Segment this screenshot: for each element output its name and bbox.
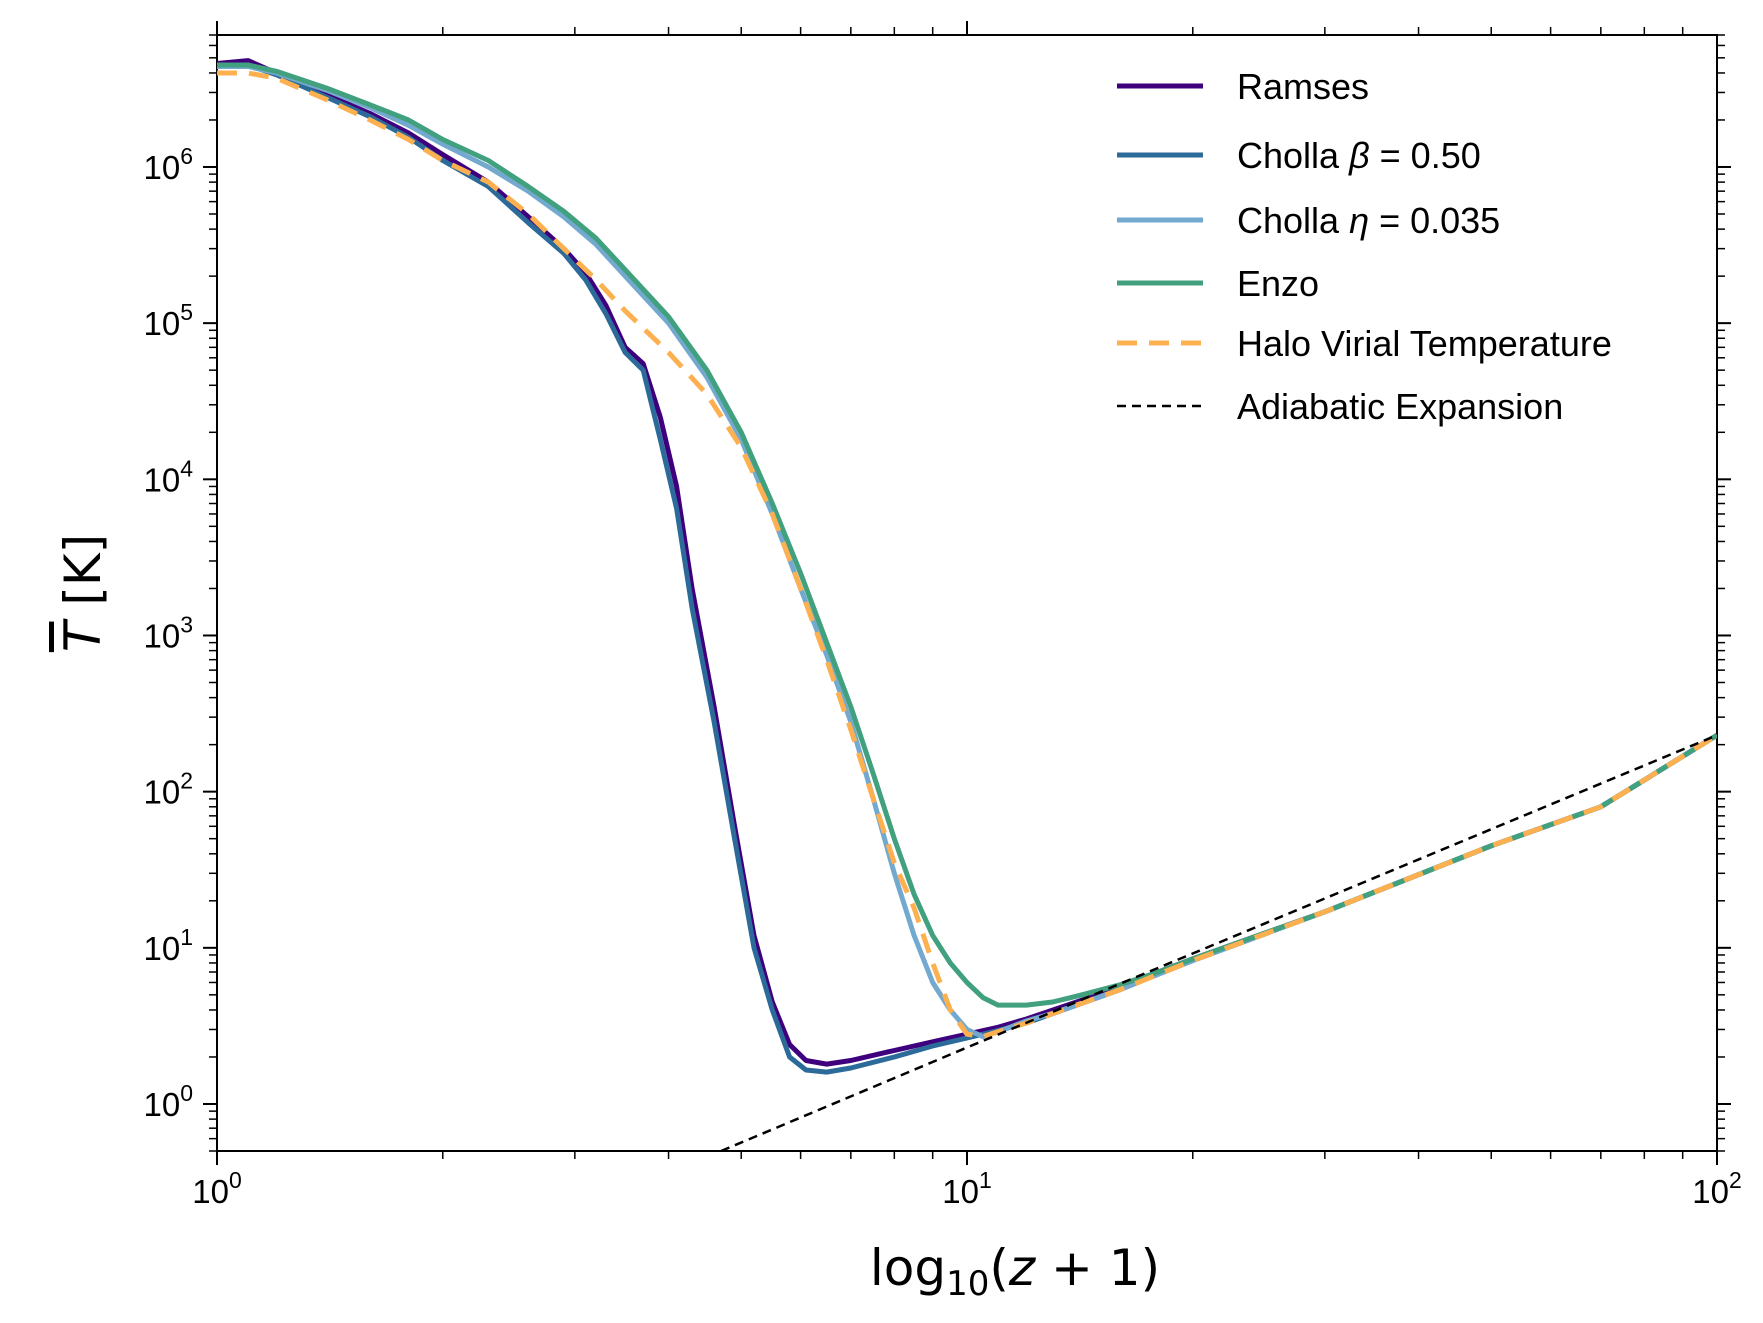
legend-item-adiabatic: Adiabatic Expansion (1117, 386, 1563, 427)
y-tick-label: 105 (143, 299, 193, 342)
legend-item-ramses: Ramses (1117, 66, 1369, 107)
x-tick-label: 100 (192, 1167, 242, 1210)
legend-label-halo-virial: Halo Virial Temperature (1237, 323, 1612, 364)
legend-label-adiabatic: Adiabatic Expansion (1237, 386, 1563, 427)
y-tick-label: 104 (143, 455, 193, 498)
y-tick-label: 103 (143, 611, 193, 654)
legend-label-cholla-eta: Cholla η = 0.035 (1237, 200, 1500, 241)
axis-tick-labels: 100 101 102 100 101 102 103 104 105 106 (143, 143, 1741, 1210)
y-tick-label: 102 (143, 768, 193, 811)
y-tick-label: 106 (143, 143, 193, 186)
y-axis-title: T [K] (54, 534, 112, 652)
axis-ticks (203, 21, 1731, 1165)
legend-label-ramses: Ramses (1237, 66, 1369, 107)
legend-label-cholla-beta: Cholla β = 0.50 (1237, 135, 1481, 176)
series-line-enzo (217, 62, 1717, 1008)
series-line-halo-virial-temperature (217, 70, 1717, 1040)
legend-item-cholla-beta: Cholla β = 0.50 (1117, 135, 1481, 176)
x-tick-label: 102 (1692, 1167, 1742, 1210)
x-tick-label: 101 (942, 1167, 992, 1210)
x-axis-title: log10(z + 1) (870, 1239, 1160, 1304)
legend-item-enzo: Enzo (1117, 263, 1319, 304)
legend-label-enzo: Enzo (1237, 263, 1319, 304)
y-tick-label: 101 (143, 924, 193, 967)
legend-item-halo-virial: Halo Virial Temperature (1117, 323, 1612, 364)
legend: Ramses Cholla β = 0.50 Cholla η = 0.035 … (1117, 66, 1612, 427)
legend-item-cholla-eta: Cholla η = 0.035 (1117, 200, 1500, 241)
series-lines (217, 58, 1717, 1151)
y-tick-label: 100 (143, 1080, 193, 1123)
